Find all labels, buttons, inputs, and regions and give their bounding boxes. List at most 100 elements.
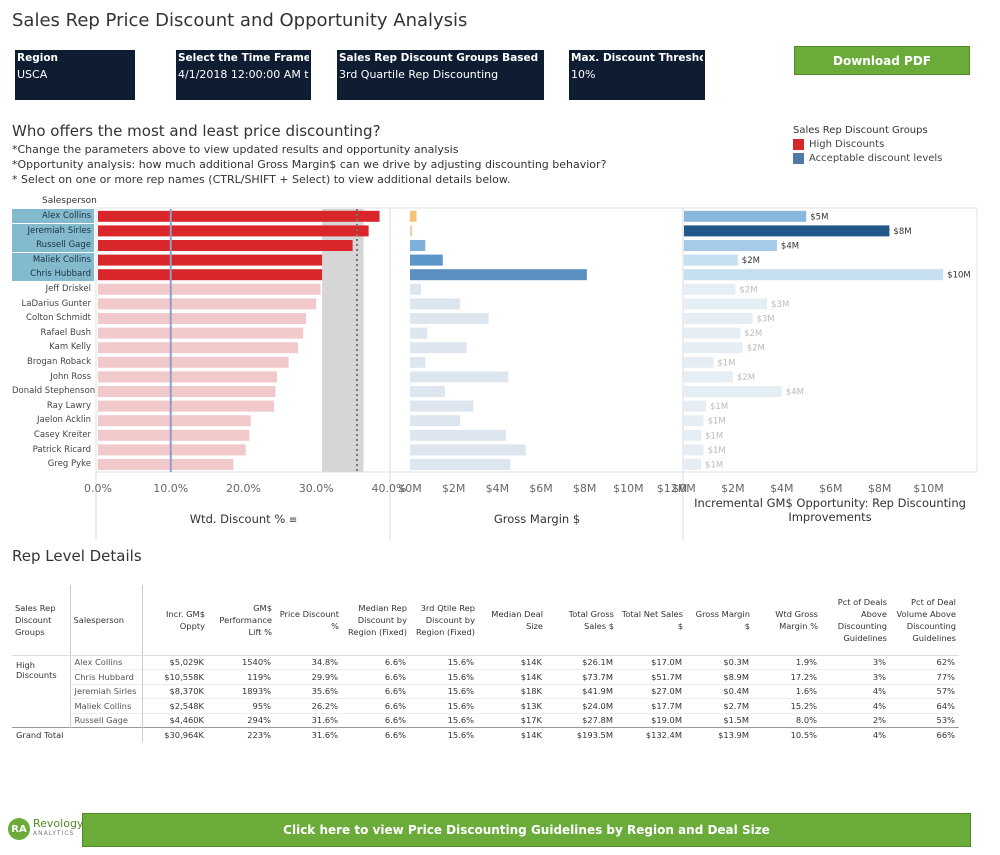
bar-0-10 <box>98 356 289 368</box>
table-cell: 34.8% <box>275 654 342 670</box>
axis-tick-label: $4M <box>770 482 794 495</box>
table-cell: $193.5M <box>546 727 617 742</box>
col-header[interactable]: Median Deal Size <box>478 585 546 656</box>
table-cell: $5,029K <box>141 654 208 670</box>
salesperson-label[interactable]: Patrick Ricard <box>32 444 91 455</box>
table-cell: $30,964K <box>141 727 208 742</box>
table-row[interactable]: Russell Gage $4,460K 294% 31.6% 6.6% 15.6% $17… <box>12 712 959 728</box>
table-cell: $132.4M <box>617 727 686 742</box>
col-header[interactable]: Sales Rep Discount Groups <box>12 585 70 656</box>
sort-icon[interactable]: ≡ <box>288 515 298 526</box>
table-cell: 1.6% <box>753 683 821 699</box>
table-cell: $2.7M <box>686 698 753 713</box>
table-cell: $27.0M <box>617 683 686 699</box>
table-cell: Jeremiah Sirles <box>69 683 142 699</box>
axis-tick-label: $12M <box>657 482 688 495</box>
col-header[interactable]: Price Discount % <box>275 585 342 656</box>
opportunity-data-label: $3M <box>771 300 789 310</box>
axis-tick-label: 10.0% <box>153 482 188 495</box>
salesperson-label[interactable]: Maliek Collins <box>12 252 94 267</box>
max-discount-value: 10% <box>571 68 596 81</box>
col-header[interactable]: 3rd Qtile Rep Discount by Region (Fixed) <box>410 585 478 656</box>
salesperson-label[interactable]: Brogan Roback <box>27 357 91 367</box>
table-cell: $14K <box>478 727 546 742</box>
col-header[interactable]: Incr. GM$ Oppty <box>141 585 208 656</box>
bar-2-2 <box>684 240 777 251</box>
grand-total-row: Grand Total $30,964K 223% 31.6% 6.6% 15.6% $14… <box>12 727 959 742</box>
discount-groups-label: Sales Rep Discount Groups Based on: <box>339 52 542 64</box>
bar-0-5 <box>98 283 321 295</box>
salesperson-label[interactable]: Alex Collins <box>12 209 94 223</box>
axis-tick-label: $0M <box>398 482 422 495</box>
salesperson-label[interactable]: Jaelon Acklin <box>37 415 91 426</box>
logo-mark: RA <box>8 818 30 840</box>
table-cell: 29.9% <box>275 669 342 684</box>
salesperson-label[interactable]: Kam Kelly <box>49 342 91 353</box>
opportunity-data-label: $10M <box>947 271 971 281</box>
table-cell: 62% <box>890 654 959 670</box>
col-header[interactable]: Total Net Sales $ <box>617 585 686 656</box>
axis-tick-label: 0.0% <box>84 482 112 495</box>
discount-charts: 0.0% 10.0% 20.0% 30.0% 40.0%$0M $2M $4M $6M $8M $… <box>84 207 978 540</box>
salesperson-label[interactable]: Greg Pyke <box>47 459 91 470</box>
salesperson-label[interactable]: Chris Hubbard <box>12 267 94 282</box>
bar-2-17 <box>684 459 702 470</box>
col-header[interactable]: Pct of Deals Above Discounting Guideline… <box>821 585 890 656</box>
bar-1-12 <box>410 386 445 397</box>
download-pdf-button[interactable]: Download PDF <box>794 46 970 75</box>
region-param[interactable]: Region USCA <box>15 50 135 100</box>
col-header[interactable]: Salesperson <box>69 585 142 656</box>
discount-groups-value: 3rd Quartile Rep Discounting <box>339 68 499 81</box>
table-cell: $10,558K <box>141 669 208 684</box>
table-row[interactable]: Maliek Collins $2,548K 95% 26.2% 6.6% 15.6% $1… <box>12 698 959 713</box>
salesperson-label[interactable]: Jeremiah Sirles <box>12 223 94 238</box>
legend-item-acceptable[interactable]: Acceptable discount levels <box>793 153 942 164</box>
bar-2-3 <box>684 254 738 266</box>
max-discount-param[interactable]: Max. Discount Threshold 10% <box>569 50 705 100</box>
timeframe-param[interactable]: Select the Time Frame 4/1/2018 12:00:00 … <box>176 50 311 100</box>
bar-0-8 <box>98 327 304 339</box>
opportunity-data-label: $2M <box>744 329 762 339</box>
table-cell: $17.0M <box>617 654 686 670</box>
table-cell: $18K <box>478 683 546 699</box>
axis-tick-label: $2M <box>721 482 745 495</box>
col-header[interactable]: Pct of Deal Volume Above Discounting Gui… <box>890 585 959 656</box>
col-header[interactable]: Total Gross Sales $ <box>546 585 617 656</box>
legend-item-high[interactable]: High Discounts <box>793 139 884 150</box>
salesperson-label[interactable]: Ray Lawry <box>46 400 91 411</box>
col-header[interactable]: Median Rep Discount by Region (Fixed) <box>342 585 410 656</box>
revology-logo: RA Revology ANALYTICS <box>8 818 83 840</box>
table-row[interactable]: Chris Hubbard $10,558K 119% 29.9% 6.6% 15.6% $… <box>12 669 959 684</box>
col-header[interactable]: GM$ Performance Lift % <box>208 585 275 656</box>
axis-tick-label: $10M <box>613 482 644 495</box>
salesperson-label[interactable]: Rafael Bush <box>40 327 91 338</box>
bar-1-17 <box>410 459 511 470</box>
salesperson-label[interactable]: LaDarius Gunter <box>21 298 92 309</box>
salesperson-label[interactable]: Donald Stephenson <box>12 386 96 397</box>
table-row[interactable]: High Discounts Alex Collins $5,029K 1540% 34… <box>12 654 959 728</box>
opportunity-data-label: $2M <box>742 256 760 266</box>
table-cell: 1.9% <box>753 654 821 670</box>
logo-name: Revology <box>33 817 84 830</box>
table-cell: $51.7M <box>617 669 686 684</box>
details-title: Rep Level Details <box>12 547 142 565</box>
table-cell: 57% <box>890 683 959 699</box>
bar-1-2 <box>410 240 426 251</box>
salesperson-label[interactable]: John Ross <box>50 371 91 382</box>
opportunity-axis-title: Incremental GM$ Opportunity: Rep Discoun… <box>694 496 966 524</box>
bar-0-2 <box>98 240 353 251</box>
group-cell: High Discounts <box>12 654 70 728</box>
bar-2-13 <box>684 400 707 412</box>
col-header[interactable]: Gross Margin $ <box>686 585 753 656</box>
discount-groups-param[interactable]: Sales Rep Discount Groups Based on: 3rd … <box>337 50 544 100</box>
guidelines-button[interactable]: Click here to view Price Discounting Gui… <box>82 813 971 847</box>
salesperson-label[interactable]: Colton Schmidt <box>26 313 91 324</box>
salesperson-label[interactable]: Jeff Driskel <box>45 284 91 294</box>
salesperson-label[interactable]: Casey Kreiter <box>33 430 91 440</box>
col-header[interactable]: Wtd Gross Margin % <box>753 585 821 656</box>
salesperson-label[interactable]: Russell Gage <box>12 238 94 253</box>
bar-2-10 <box>684 356 714 368</box>
table-row[interactable]: Jeremiah Sirles $8,370K 1893% 35.6% 6.6% 15.6… <box>12 683 959 699</box>
table-cell: $13.9M <box>686 727 753 742</box>
table-cell: 17.2% <box>753 669 821 684</box>
